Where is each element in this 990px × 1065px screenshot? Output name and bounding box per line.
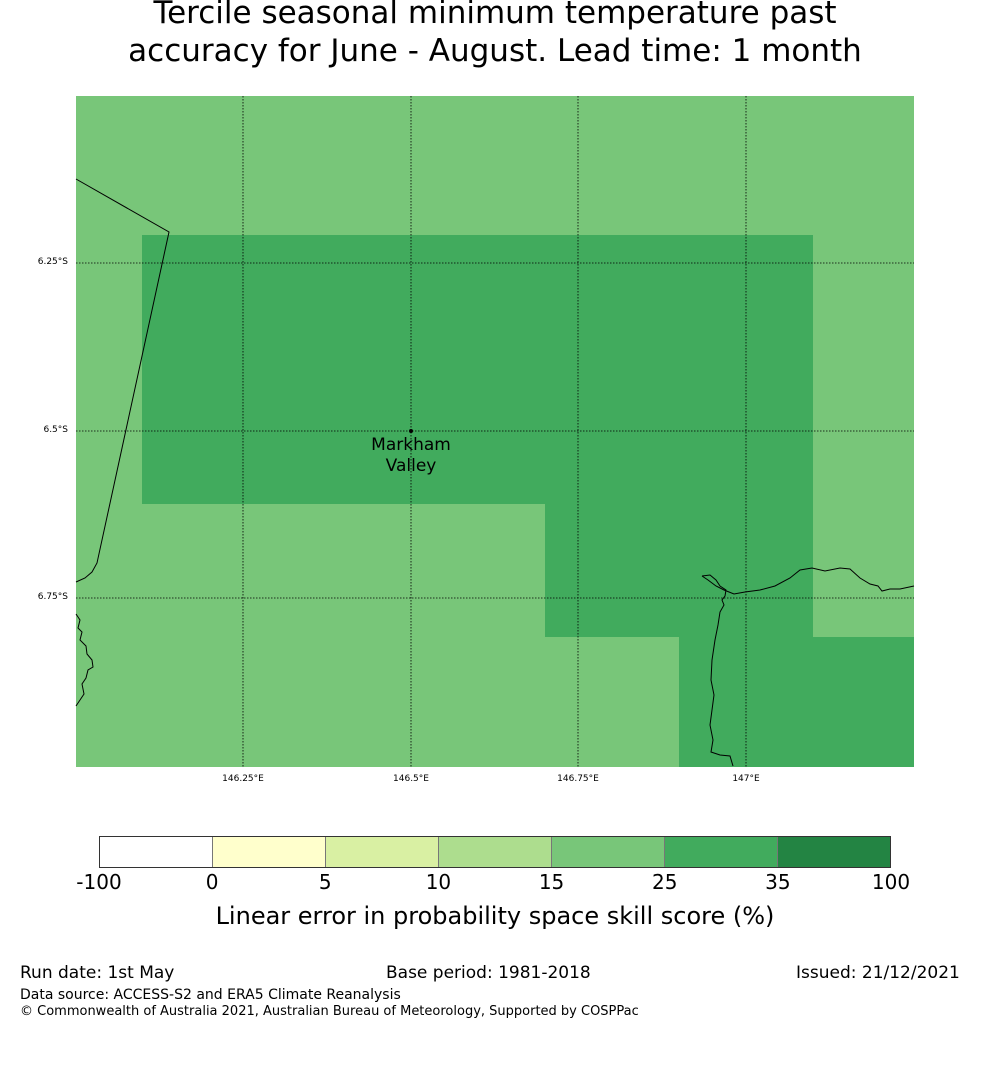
title-line-1: Tercile seasonal minimum temperature pas…	[153, 0, 837, 31]
colorbar-tick-label: 100	[871, 870, 911, 894]
coastline-boundaries	[75, 178, 915, 767]
base-period: Base period: 1981-2018	[386, 963, 591, 983]
colorbar-segment-5	[665, 837, 778, 867]
border-line	[75, 178, 170, 583]
colorbar-segment-1	[213, 837, 326, 867]
place-label-line-2: Valley	[385, 456, 437, 476]
data-source: Data source: ACCESS-S2 and ERA5 Climate …	[20, 987, 401, 1003]
colorbar-tick-label: 35	[765, 870, 791, 894]
skill-map	[75, 96, 915, 767]
lat-label-6-5: 6.5°S	[43, 425, 68, 435]
colorbar-label: Linear error in probability space skill …	[215, 902, 775, 930]
colorbar-segment-4	[552, 837, 665, 867]
gulf-coastline	[701, 574, 734, 767]
copyright: © Commonwealth of Australia 2021, Austra…	[20, 1004, 639, 1019]
colorbar-tick-label: 5	[318, 870, 332, 894]
colorbar-segment-2	[326, 837, 439, 867]
lat-label-6-75: 6.75°S	[37, 592, 68, 602]
colorbar-segment-3	[439, 837, 552, 867]
colorbar-tick-label: 25	[651, 870, 678, 894]
title-line-2: accuracy for June - August. Lead time: 1…	[128, 33, 862, 69]
east-coastline	[701, 567, 915, 595]
run-date: Run date: 1st May	[20, 963, 175, 983]
issued-date: Issued: 21/12/2021	[796, 963, 960, 983]
colorbar-tick-label: 15	[538, 870, 565, 894]
lat-label-6-25: 6.25°S	[37, 257, 68, 267]
chart-title: Tercile seasonal minimum temperature pas…	[0, 0, 990, 70]
lon-label-147: 147°E	[732, 774, 760, 784]
colorbar-tick-label: 10	[425, 870, 452, 894]
place-label-markham-valley: Markham Valley	[341, 435, 481, 477]
colorbar	[99, 836, 891, 868]
high-skill-region	[142, 235, 914, 767]
colorbar-segment-0	[100, 837, 213, 867]
gridlines	[76, 96, 914, 767]
lon-label-146-5: 146.5°E	[393, 774, 429, 784]
west-coastline	[75, 613, 94, 707]
colorbar-tick-label: 0	[205, 870, 219, 894]
lon-label-146-75: 146.75°E	[557, 774, 599, 784]
colorbar-segment-6	[778, 837, 890, 867]
markham-valley-marker	[409, 429, 413, 433]
colorbar-tick-label: -100	[76, 870, 122, 894]
place-label-line-1: Markham	[371, 435, 451, 455]
lon-label-146-25: 146.25°E	[222, 774, 264, 784]
